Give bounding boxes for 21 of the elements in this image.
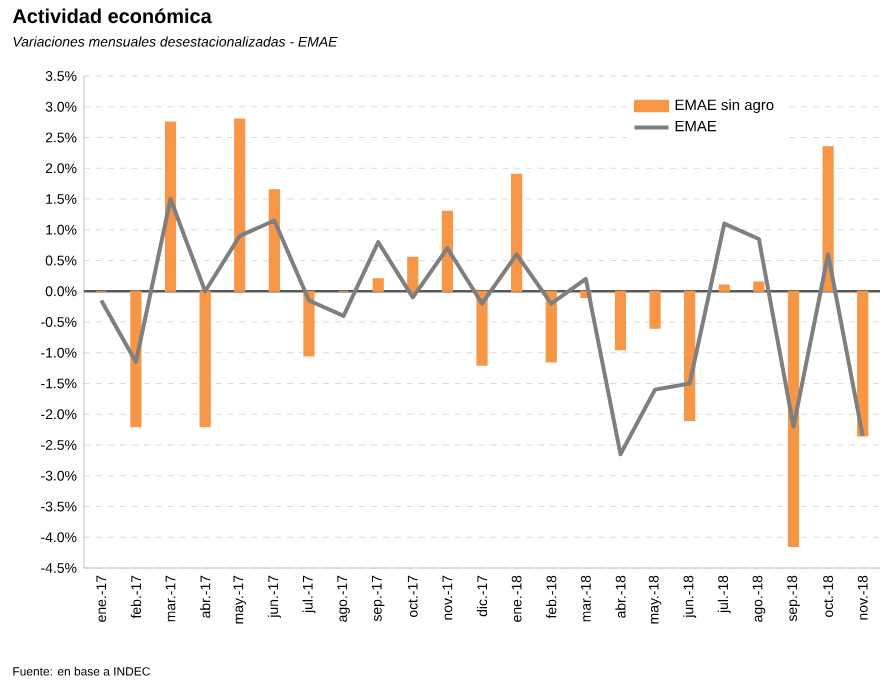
bar <box>476 290 488 366</box>
bar <box>407 256 419 292</box>
bar <box>268 189 280 292</box>
bar <box>234 118 246 292</box>
bar <box>441 210 454 292</box>
bar <box>614 290 627 351</box>
bar <box>857 290 869 437</box>
bar <box>718 284 730 292</box>
bar <box>684 290 696 422</box>
bar <box>649 290 661 329</box>
bar <box>164 121 177 292</box>
line-series <box>99 197 865 457</box>
chart-title: Actividad económica <box>12 8 212 24</box>
bar <box>199 290 211 428</box>
bar <box>130 290 142 428</box>
bar <box>787 290 800 548</box>
bar <box>303 290 315 357</box>
bar <box>372 278 384 292</box>
bar <box>511 173 523 292</box>
bar <box>545 290 557 363</box>
bar <box>753 281 765 292</box>
